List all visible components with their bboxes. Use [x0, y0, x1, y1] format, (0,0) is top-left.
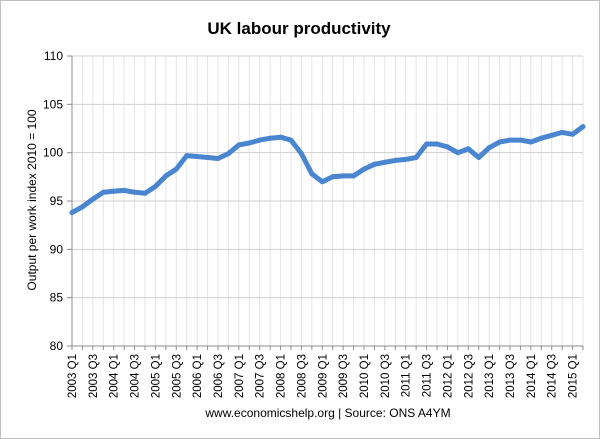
- x-tick-label: 2007 Q1: [234, 354, 246, 398]
- x-tick-label: 2012 Q1: [442, 354, 454, 398]
- x-tick-label: 2008 Q1: [276, 354, 288, 398]
- data-point: [340, 173, 346, 179]
- x-tick-label: 2009 Q3: [338, 354, 350, 398]
- y-tick-label: 85: [50, 291, 64, 305]
- data-point: [476, 155, 482, 160]
- data-point: [392, 157, 398, 163]
- data-point: [278, 134, 284, 140]
- x-tick-label: 2010 Q1: [359, 354, 371, 398]
- x-tick-label: 2009 Q1: [317, 354, 329, 398]
- x-tick-label: 2003 Q3: [88, 354, 100, 398]
- x-tick-label: 2012 Q3: [463, 354, 475, 398]
- x-tick-label: 2010 Q3: [380, 354, 392, 398]
- data-point: [351, 173, 357, 179]
- data-point: [403, 156, 409, 162]
- data-point: [184, 153, 190, 159]
- data-point: [142, 190, 148, 196]
- data-point: [319, 179, 325, 185]
- x-tick-label: 2006 Q3: [213, 354, 225, 398]
- x-tick-label: 2007 Q3: [255, 354, 267, 398]
- x-tick-label: 2005 Q1: [150, 354, 162, 398]
- data-point: [486, 145, 492, 151]
- data-point: [371, 161, 377, 167]
- y-tick-label: 80: [50, 339, 64, 353]
- data-point: [173, 166, 179, 172]
- x-tick-label: 2013 Q1: [484, 354, 496, 398]
- data-point: [382, 159, 388, 165]
- data-point: [309, 171, 315, 177]
- x-tick-label: 2014 Q3: [547, 354, 559, 398]
- data-point: [549, 132, 555, 138]
- y-axis-ticks: 80 85 90 95 100 105 110: [43, 49, 72, 353]
- x-tick-label: 2013 Q3: [505, 354, 517, 398]
- data-point: [434, 141, 440, 147]
- x-tick-label: 2004 Q3: [130, 354, 142, 398]
- data-point: [163, 173, 169, 179]
- data-point: [100, 189, 106, 195]
- y-tick-label: 105: [43, 97, 63, 111]
- data-point: [413, 155, 419, 160]
- x-tick-label: 2005 Q3: [171, 354, 183, 398]
- x-tick-label: 2003 Q1: [67, 354, 79, 398]
- data-point: [111, 188, 117, 194]
- y-tick-label: 110: [44, 49, 63, 63]
- data-point: [538, 135, 544, 141]
- x-tick-label: 2011 Q3: [422, 354, 434, 397]
- data-point: [225, 151, 231, 157]
- data-point: [152, 184, 158, 189]
- x-tick-label: 2008 Q3: [296, 354, 308, 398]
- data-point: [215, 156, 221, 161]
- data-point: [246, 140, 252, 146]
- chart-title: UK labour productivity: [207, 19, 391, 38]
- x-axis-ticks: 2003 Q1 2003 Q3 2004 Q1 2004 Q3 2005 Q1 2005 …: [67, 346, 584, 398]
- source-note: www.economicshelp.org | Source: ONS A4YM: [204, 406, 450, 420]
- data-point: [559, 129, 565, 135]
- data-point: [132, 189, 138, 195]
- data-point: [570, 131, 576, 137]
- data-point: [507, 137, 513, 143]
- data-point: [194, 154, 200, 159]
- horizontal-gridlines: [72, 55, 583, 347]
- y-tick-label: 95: [50, 194, 64, 208]
- data-point: [79, 204, 85, 210]
- data-point: [528, 139, 534, 145]
- y-tick-label: 100: [43, 146, 63, 160]
- data-point: [121, 187, 127, 193]
- x-tick-label: 2014 Q1: [526, 354, 538, 398]
- x-tick-label: 2011 Q1: [401, 354, 413, 397]
- data-point: [257, 137, 263, 143]
- data-point: [465, 146, 471, 152]
- data-point: [424, 141, 430, 147]
- data-point: [236, 142, 242, 148]
- data-point: [298, 151, 304, 157]
- data-point: [267, 135, 273, 141]
- data-point: [580, 124, 586, 130]
- x-tick-label: 2004 Q1: [109, 354, 121, 398]
- y-axis-label: Output per work index 2010 = 100: [25, 109, 39, 290]
- series-line: [69, 124, 586, 216]
- y-tick-label: 90: [50, 242, 64, 256]
- data-point: [205, 155, 211, 160]
- data-point: [497, 139, 503, 145]
- data-point: [455, 150, 461, 156]
- data-point: [517, 137, 523, 143]
- data-point: [330, 174, 336, 180]
- data-point: [361, 166, 367, 172]
- data-point: [69, 210, 75, 216]
- data-point: [288, 137, 294, 143]
- data-point: [90, 196, 96, 202]
- x-tick-label: 2006 Q1: [192, 354, 204, 398]
- series-group: [69, 124, 586, 216]
- x-tick-label: 2015 Q1: [568, 354, 580, 398]
- data-point: [444, 144, 450, 150]
